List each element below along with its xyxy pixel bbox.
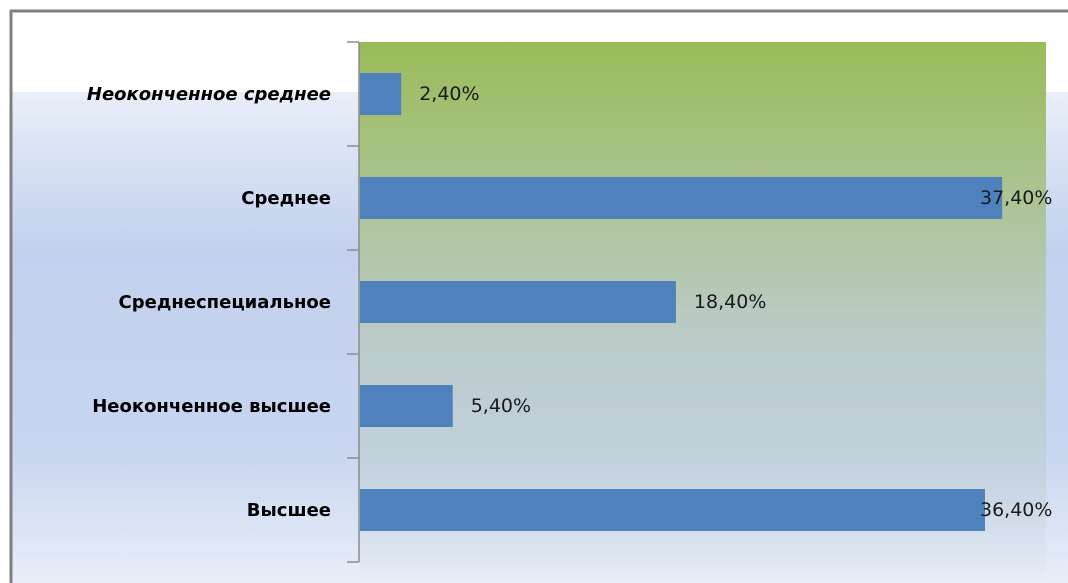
category-label: Среднее — [241, 188, 331, 209]
bar — [360, 281, 676, 323]
data-label: 18,40% — [694, 291, 766, 313]
data-labels: 2,40% 37,40% 18,40% 5,40% 36,40% — [419, 83, 1052, 521]
bars — [360, 73, 1003, 531]
category-axis — [347, 41, 360, 563]
category-label: Неоконченное среднее — [87, 84, 331, 105]
bar — [360, 489, 985, 531]
bar — [360, 177, 1003, 219]
category-labels: Неоконченное среднее Среднее Среднеспециал… — [87, 84, 331, 521]
data-label: 2,40% — [419, 83, 479, 105]
bar — [360, 73, 402, 115]
category-label: Высшее — [247, 500, 331, 521]
data-label: 37,40% — [980, 187, 1052, 209]
category-label: Среднеспециальное — [119, 292, 331, 313]
bar — [360, 385, 453, 427]
data-label: 5,40% — [471, 395, 531, 417]
category-label: Неоконченное высшее — [92, 396, 331, 417]
data-label: 36,40% — [980, 499, 1052, 521]
